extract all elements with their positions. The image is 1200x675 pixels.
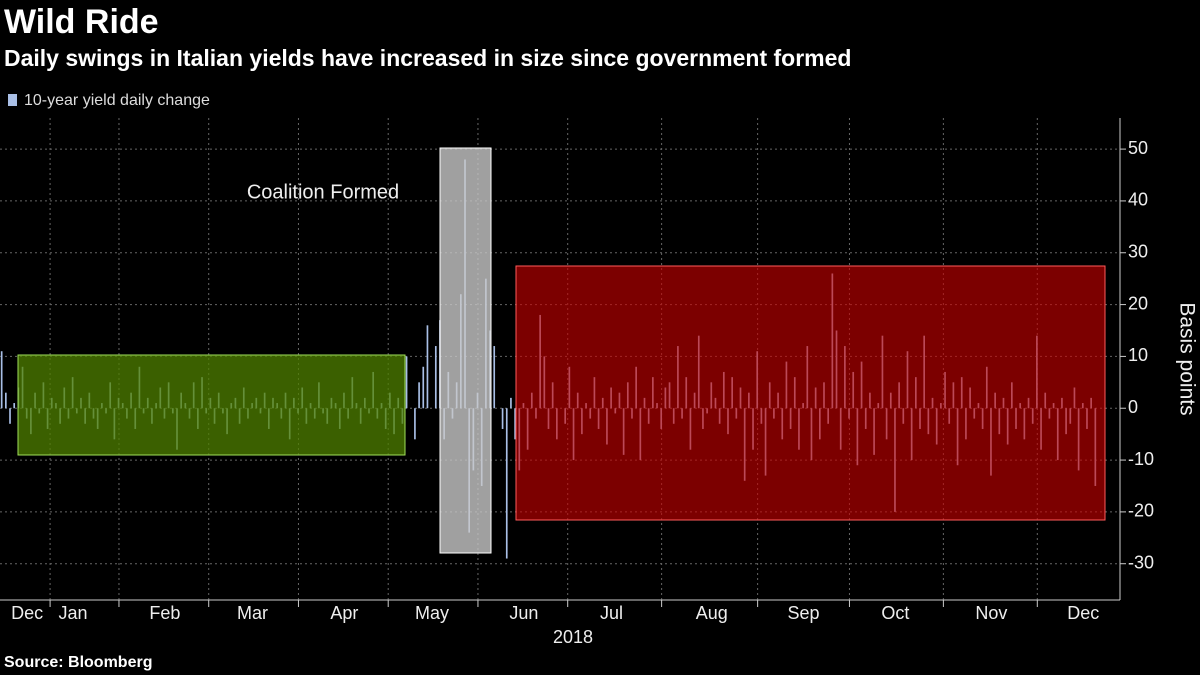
bar: [426, 325, 429, 409]
x-tick-label: Aug: [696, 603, 728, 623]
bar: [9, 408, 11, 424]
y-tick-label: -20: [1128, 501, 1154, 521]
y-tick-label: 0: [1128, 397, 1138, 417]
chart-subtitle: Daily swings in Italian yields have incr…: [4, 45, 851, 71]
bar: [493, 346, 496, 409]
x-tick-label: Jun: [509, 603, 538, 623]
bar: [501, 408, 504, 429]
annotation: Coalition Formed: [247, 181, 399, 203]
x-tick-label: Sep: [788, 603, 820, 623]
x-tick-label: Dec: [1067, 603, 1099, 623]
bar: [505, 408, 508, 559]
highlight-box-green: [17, 354, 406, 456]
y-tick-label: 50: [1128, 138, 1148, 158]
bar: [422, 366, 425, 409]
x-tick-label: Feb: [149, 603, 180, 623]
highlight-box-red: [515, 265, 1106, 521]
y-tick-label: -30: [1128, 552, 1154, 572]
y-tick-label: -10: [1128, 449, 1154, 469]
bar: [510, 397, 512, 409]
bar: [5, 392, 7, 409]
x-tick-label: Apr: [330, 603, 358, 623]
y-tick-label: 40: [1128, 190, 1148, 210]
bar: [13, 403, 16, 409]
bar: [405, 356, 408, 409]
y-tick-label: 10: [1128, 345, 1148, 365]
x-tick-label: Nov: [975, 603, 1007, 623]
x-tick-label: May: [415, 603, 449, 623]
legend-label: 10-year yield daily change: [24, 92, 210, 109]
x-axis-year: 2018: [553, 627, 593, 647]
bar: [434, 346, 437, 409]
source: Source: Bloomberg: [4, 654, 152, 671]
chart-title: Wild Ride: [4, 3, 159, 41]
bar: [0, 351, 3, 409]
legend-swatch: [8, 94, 17, 106]
x-tick-label: Jul: [600, 603, 623, 623]
bar: [418, 382, 420, 409]
x-tick-label: Dec: [11, 603, 43, 623]
bar: [514, 408, 516, 440]
y-tick-label: 20: [1128, 293, 1148, 313]
x-tick-label: Jan: [59, 603, 88, 623]
y-tick-label: 30: [1128, 242, 1148, 262]
x-tick-label: Oct: [881, 603, 909, 623]
highlight-box-gray: [439, 147, 492, 554]
y-axis-title: Basis points: [1175, 302, 1198, 415]
axes: -30 -20 -10 0 10 20 30 40 50 Dec Jan Feb Mar Apr May Ju…: [0, 118, 1154, 623]
x-tick-label: Mar: [237, 603, 268, 623]
bar: [414, 408, 416, 440]
